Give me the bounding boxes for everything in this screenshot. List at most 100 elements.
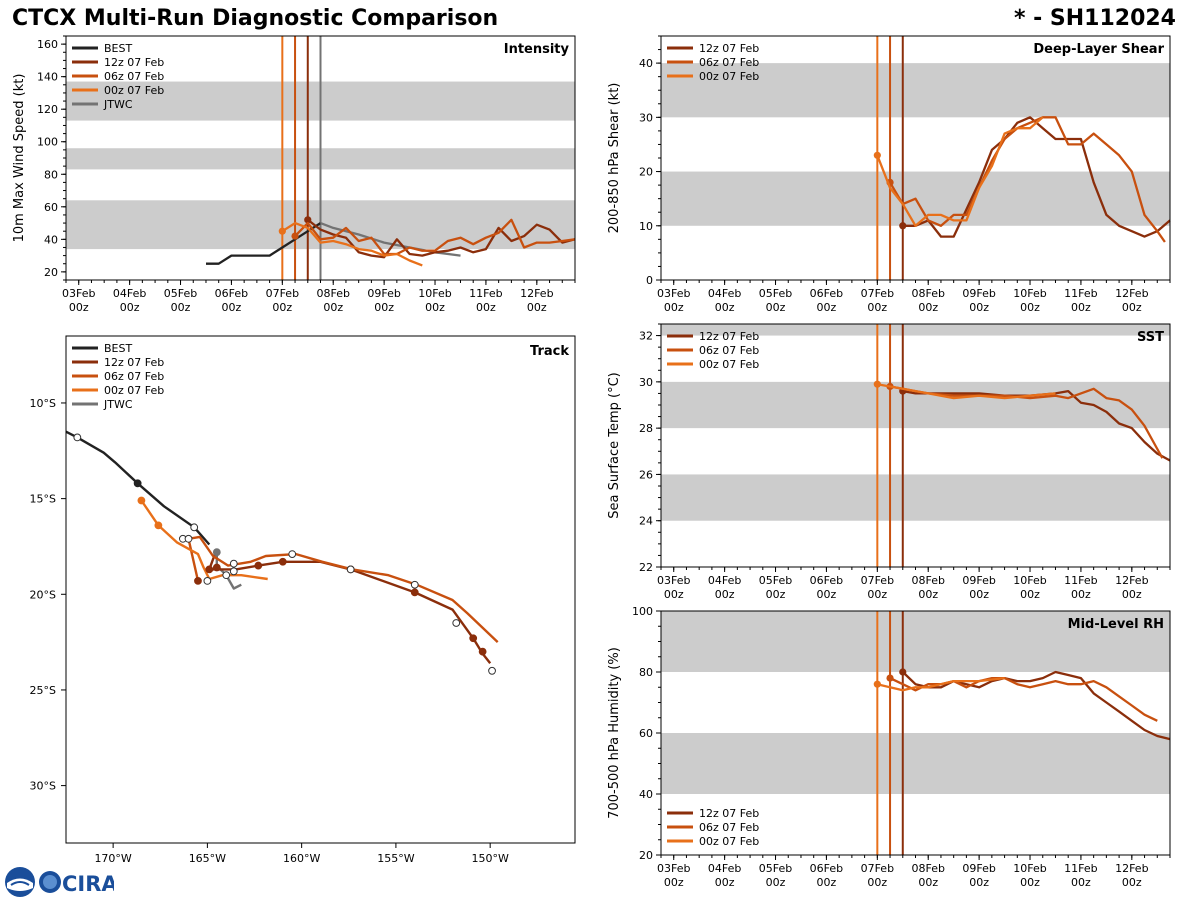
intensity-xtick-label: 11Feb xyxy=(469,287,502,300)
sst-xtick-hour: 00z xyxy=(867,588,887,601)
track-marker-run12 xyxy=(410,588,419,597)
sst-ytick-label: 24 xyxy=(639,515,653,528)
legend-label-run06: 06z 07 Feb xyxy=(699,56,759,69)
sst-xtick-hour: 00z xyxy=(766,588,786,601)
intensity-xtick-hour: 00z xyxy=(171,301,191,314)
track-marker-run06 xyxy=(229,567,238,576)
track-marker-best xyxy=(73,433,82,442)
noaa-logo-icon xyxy=(5,867,35,897)
track-marker-best xyxy=(133,479,142,488)
track-series-best xyxy=(66,430,211,546)
track-marker-run12 xyxy=(478,647,487,656)
shear-xtick-label: 11Feb xyxy=(1064,287,1097,300)
track-marker-jtwc xyxy=(212,548,221,557)
intensity-xtick-label: 03Feb xyxy=(62,287,95,300)
rh-xtick-hour: 00z xyxy=(1071,876,1091,889)
rh-xtick-label: 12Feb xyxy=(1115,862,1148,875)
intensity-xtick-label: 04Feb xyxy=(113,287,146,300)
legend-label-run00: 00z 07 Feb xyxy=(699,70,759,83)
sst-xtick-label: 03Feb xyxy=(657,574,690,587)
intensity-start-point-run00 xyxy=(278,227,286,235)
cira-logo-icon: CIRA xyxy=(39,871,114,896)
legend-label-run06: 06z 07 Feb xyxy=(699,344,759,357)
shear-xtick-hour: 00z xyxy=(918,301,938,314)
sst-xtick-label: 12Feb xyxy=(1115,574,1148,587)
agency-logos: CIRA xyxy=(5,867,114,897)
shear-xtick-label: 12Feb xyxy=(1115,287,1148,300)
track-plot-area xyxy=(66,430,499,675)
rh-xtick-hour: 00z xyxy=(867,876,887,889)
track-marker-run06 xyxy=(184,534,193,543)
legend-label-best: BEST xyxy=(104,342,132,355)
shear-xtick-hour: 00z xyxy=(715,301,735,314)
intensity-start-point-run06 xyxy=(291,232,299,240)
track-marker-run06 xyxy=(288,550,297,559)
intensity-xtick-hour: 00z xyxy=(476,301,496,314)
shear-xtick-hour: 00z xyxy=(817,301,837,314)
sst-xtick-hour: 00z xyxy=(817,588,837,601)
sst-ytick-label: 26 xyxy=(639,468,653,481)
sst-ytick-label: 32 xyxy=(639,330,653,343)
rh-xtick-label: 11Feb xyxy=(1064,862,1097,875)
intensity-series-best xyxy=(206,222,322,265)
track-marker-run12 xyxy=(212,563,221,572)
sst-xtick-label: 07Feb xyxy=(861,574,894,587)
rh-xtick-label: 07Feb xyxy=(861,862,894,875)
track-ytick-label: 25°S xyxy=(30,684,56,697)
rh-xtick-hour: 00z xyxy=(715,876,735,889)
sst-xtick-hour: 00z xyxy=(1122,588,1142,601)
intensity-xtick-hour: 00z xyxy=(222,301,242,314)
rh-start-point-run06 xyxy=(886,674,894,682)
track-marker-run06 xyxy=(452,619,461,627)
intensity-ytick-label: 160 xyxy=(37,38,58,51)
intensity-ytick-label: 80 xyxy=(44,168,58,181)
track-xtick-label: 160°W xyxy=(283,852,320,865)
sst-xtick-hour: 00z xyxy=(1020,588,1040,601)
intensity-series-run12 xyxy=(307,218,576,259)
intensity-xtick-hour: 00z xyxy=(69,301,89,314)
intensity-xtick-label: 12Feb xyxy=(520,287,553,300)
rh-ytick-label: 20 xyxy=(639,849,653,862)
rh-xtick-hour: 00z xyxy=(918,876,938,889)
shear-xtick-hour: 00z xyxy=(664,301,684,314)
shear-xtick-label: 08Feb xyxy=(911,287,944,300)
rh-xtick-label: 10Feb xyxy=(1013,862,1046,875)
sst-series-run00 xyxy=(877,383,1056,400)
intensity-xtick-label: 08Feb xyxy=(316,287,349,300)
rh-xtick-label: 05Feb xyxy=(759,862,792,875)
track-marker-run00 xyxy=(154,521,163,530)
rh-xtick-label: 06Feb xyxy=(810,862,843,875)
track-series-run00 xyxy=(140,499,268,581)
sst-xtick-hour: 00z xyxy=(664,588,684,601)
track-xtick-label: 170°W xyxy=(94,852,131,865)
rh-band-0 xyxy=(661,733,1170,794)
rh-panel: 2040608010003Feb00z04Feb00z05Feb00z06Feb… xyxy=(607,605,1171,889)
rh-xtick-label: 09Feb xyxy=(962,862,995,875)
sst-xtick-hour: 00z xyxy=(1071,588,1091,601)
sst-start-point-run00 xyxy=(873,380,881,388)
intensity-ytick-label: 100 xyxy=(37,136,58,149)
rh-ytick-label: 80 xyxy=(639,666,653,679)
rh-ytick-label: 40 xyxy=(639,788,653,801)
sst-band-0 xyxy=(661,474,1170,521)
legend-label-run12: 12z 07 Feb xyxy=(699,807,759,820)
shear-xtick-hour: 00z xyxy=(1071,301,1091,314)
intensity-ytick-label: 120 xyxy=(37,103,58,116)
intensity-series-run06 xyxy=(294,218,576,256)
sst-ytick-label: 22 xyxy=(639,561,653,574)
intensity-xtick-label: 10Feb xyxy=(418,287,451,300)
shear-start-point-run00 xyxy=(873,151,881,159)
track-marker-run12 xyxy=(205,565,214,574)
sst-ylabel: Sea Surface Temp (°C) xyxy=(607,372,622,519)
track-marker-run12 xyxy=(254,561,263,570)
shear-xtick-hour: 00z xyxy=(1122,301,1142,314)
intensity-xtick-hour: 00z xyxy=(272,301,292,314)
shear-xtick-label: 10Feb xyxy=(1013,287,1046,300)
sst-ytick-label: 30 xyxy=(639,376,653,389)
rh-xtick-hour: 00z xyxy=(766,876,786,889)
shear-xtick-label: 04Feb xyxy=(708,287,741,300)
shear-start-point-run12 xyxy=(899,222,907,230)
shear-ytick-label: 20 xyxy=(639,166,653,179)
legend-label-run12: 12z 07 Feb xyxy=(699,42,759,55)
shear-xtick-label: 03Feb xyxy=(657,287,690,300)
